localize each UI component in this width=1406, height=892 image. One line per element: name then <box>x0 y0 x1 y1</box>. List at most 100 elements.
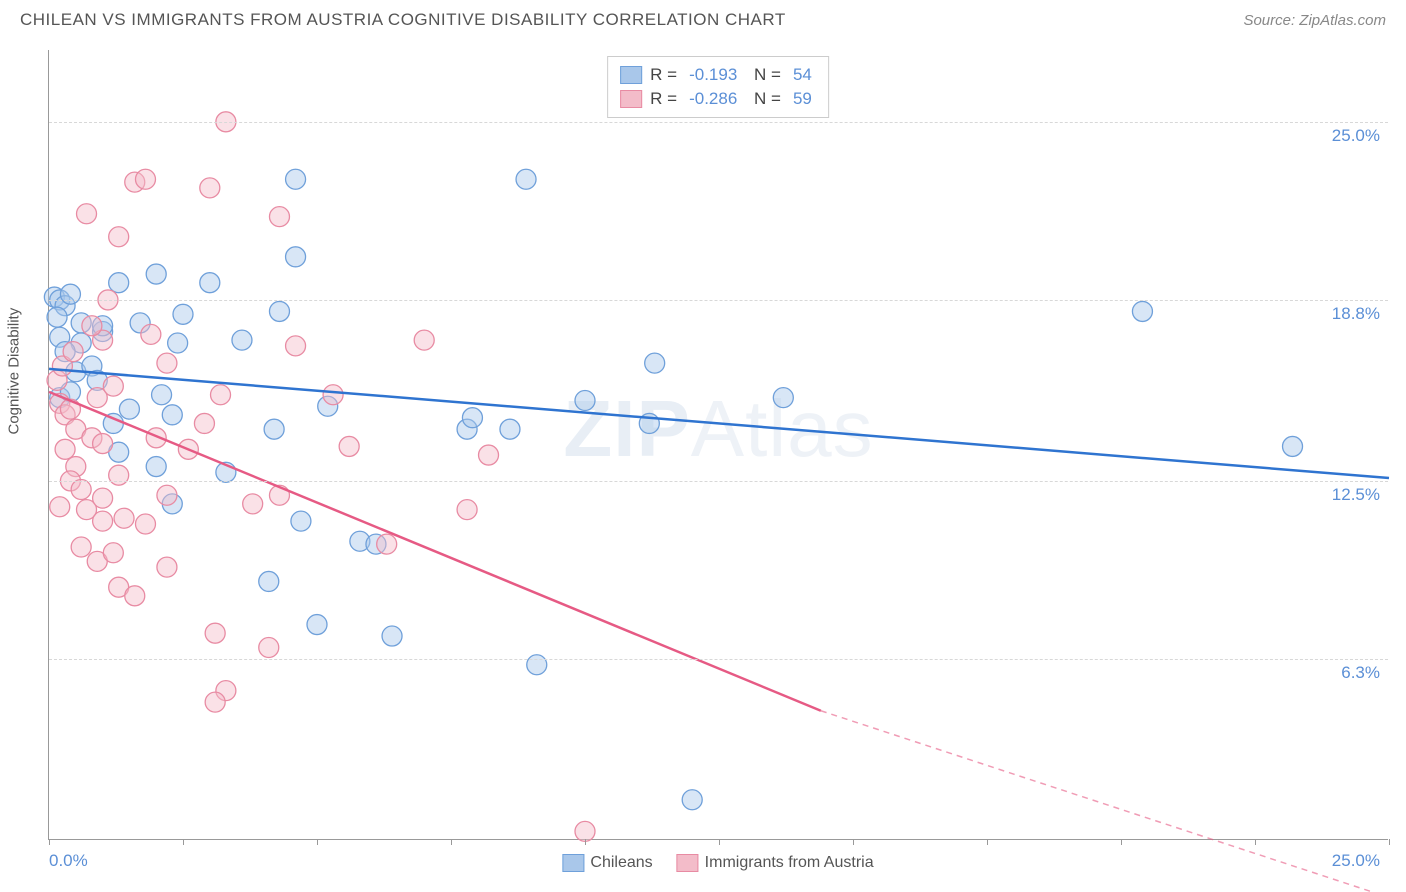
data-point <box>162 405 182 425</box>
data-point <box>286 336 306 356</box>
data-point <box>109 273 129 293</box>
data-point <box>152 385 172 405</box>
data-point <box>527 655 547 675</box>
trend-line-extrapolated <box>821 711 1389 892</box>
data-point <box>55 439 75 459</box>
legend-r-value-2: -0.286 <box>689 89 737 109</box>
data-point <box>269 301 289 321</box>
x-axis-label: 25.0% <box>1332 851 1380 871</box>
legend-swatch-icon <box>677 854 699 872</box>
data-point <box>47 307 67 327</box>
data-point <box>773 388 793 408</box>
legend-label-1: Chileans <box>590 854 652 872</box>
chart-header: CHILEAN VS IMMIGRANTS FROM AUSTRIA COGNI… <box>0 0 1406 35</box>
data-point <box>71 480 91 500</box>
data-point <box>103 543 123 563</box>
x-tick <box>317 839 318 845</box>
data-point <box>135 514 155 534</box>
trend-line <box>49 369 1389 478</box>
data-point <box>119 399 139 419</box>
x-tick <box>853 839 854 845</box>
y-tick-label: 18.8% <box>1332 304 1380 324</box>
data-point <box>232 330 252 350</box>
data-point <box>135 169 155 189</box>
data-point <box>205 623 225 643</box>
data-point <box>682 790 702 810</box>
data-point <box>109 227 129 247</box>
data-point <box>157 557 177 577</box>
data-point <box>109 465 129 485</box>
data-point <box>382 626 402 646</box>
data-point <box>50 497 70 517</box>
y-tick-label: 25.0% <box>1332 126 1380 146</box>
chart-container: Cognitive Disability ZIPAtlas 6.3%12.5%1… <box>48 50 1388 840</box>
legend-n-label: N = <box>749 89 781 109</box>
data-point <box>71 537 91 557</box>
data-point <box>500 419 520 439</box>
data-point <box>93 488 113 508</box>
data-point <box>259 571 279 591</box>
data-point <box>291 511 311 531</box>
data-point <box>1283 436 1303 456</box>
y-tick-label: 12.5% <box>1332 485 1380 505</box>
data-point <box>168 333 188 353</box>
x-tick <box>719 839 720 845</box>
y-tick-label: 6.3% <box>1341 663 1380 683</box>
legend-r-label: R = <box>650 89 677 109</box>
x-tick <box>451 839 452 845</box>
legend-r-label: R = <box>650 65 677 85</box>
x-tick <box>1255 839 1256 845</box>
data-point <box>457 500 477 520</box>
data-point <box>307 615 327 635</box>
data-point <box>93 434 113 454</box>
data-point <box>516 169 536 189</box>
plot-area: ZIPAtlas 6.3%12.5%18.8%25.0%0.0%25.0% <box>48 50 1388 840</box>
data-point <box>339 436 359 456</box>
data-point <box>60 284 80 304</box>
data-point <box>173 304 193 324</box>
data-point <box>200 178 220 198</box>
data-point <box>77 204 97 224</box>
data-point <box>146 264 166 284</box>
data-point <box>377 534 397 554</box>
data-point <box>286 169 306 189</box>
data-point <box>205 692 225 712</box>
data-point <box>200 273 220 293</box>
legend-n-label: N = <box>749 65 781 85</box>
legend-label-2: Immigrants from Austria <box>705 854 874 872</box>
legend-swatch-icon <box>562 854 584 872</box>
y-axis-title: Cognitive Disability <box>6 308 23 435</box>
gridline <box>49 659 1388 660</box>
data-point <box>286 247 306 267</box>
data-point <box>141 324 161 344</box>
data-point <box>114 508 134 528</box>
data-point <box>157 353 177 373</box>
chart-title: CHILEAN VS IMMIGRANTS FROM AUSTRIA COGNI… <box>20 10 786 30</box>
data-point <box>259 638 279 658</box>
data-point <box>146 457 166 477</box>
data-point <box>323 385 343 405</box>
gridline <box>49 300 1388 301</box>
legend-stat-row-2: R = -0.286 N = 59 <box>620 87 816 111</box>
data-point <box>93 511 113 531</box>
data-point <box>63 342 83 362</box>
legend-swatch-2 <box>620 90 642 108</box>
data-point <box>414 330 434 350</box>
x-tick <box>585 839 586 845</box>
data-point <box>1132 301 1152 321</box>
legend-swatch-1 <box>620 66 642 84</box>
legend-statistics: R = -0.193 N = 54 R = -0.286 N = 59 <box>607 56 829 118</box>
data-point <box>645 353 665 373</box>
legend-stat-row-1: R = -0.193 N = 54 <box>620 63 816 87</box>
data-point <box>157 485 177 505</box>
data-point <box>269 207 289 227</box>
x-tick <box>1121 839 1122 845</box>
x-tick <box>183 839 184 845</box>
data-point <box>60 399 80 419</box>
legend-n-value-1: 54 <box>793 65 812 85</box>
data-point <box>194 413 214 433</box>
trend-line <box>49 392 821 711</box>
legend-bottom: Chileans Immigrants from Austria <box>562 854 873 872</box>
data-point <box>462 408 482 428</box>
gridline <box>49 122 1388 123</box>
